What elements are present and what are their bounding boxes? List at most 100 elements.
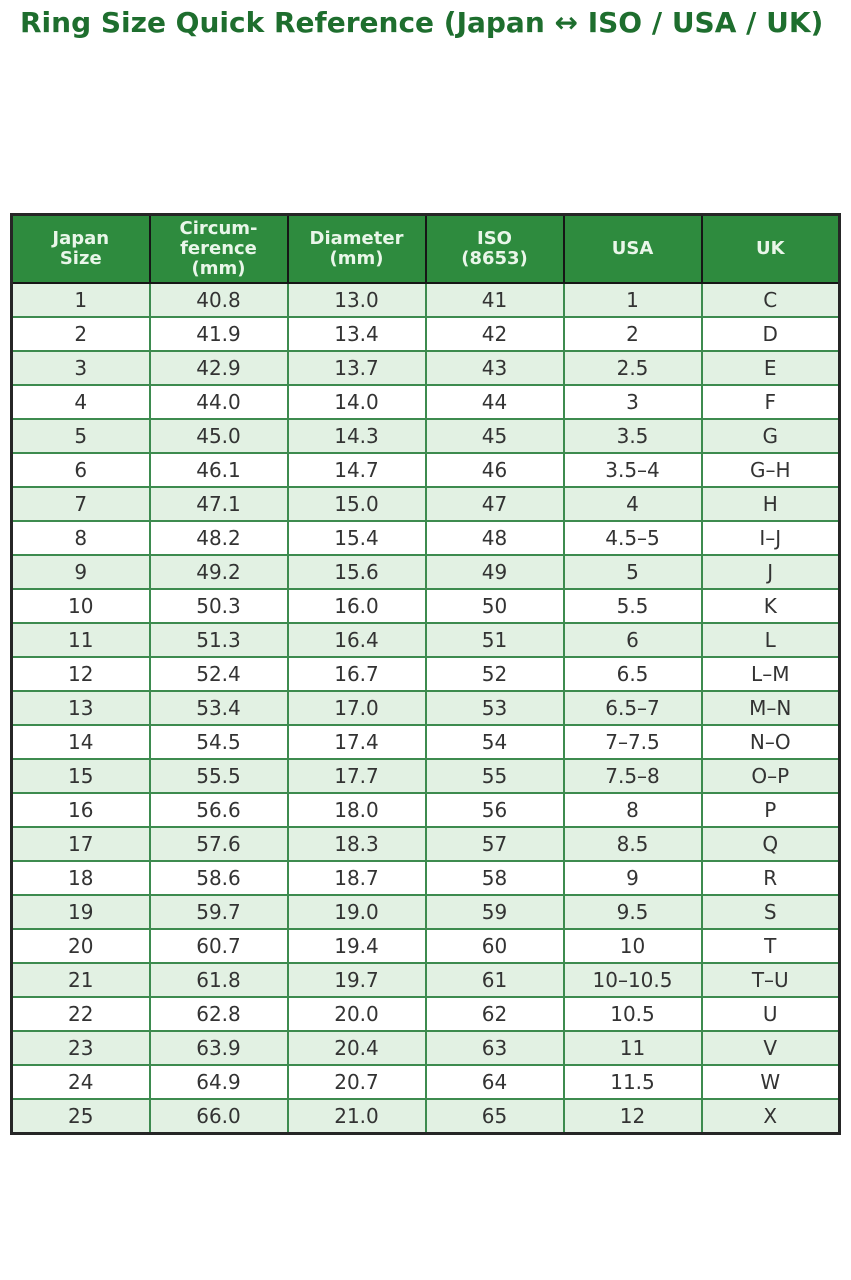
table-row: 11 51.3 16.4 51 6 L [10, 622, 841, 659]
cell-diameter-mm: 18.3 [286, 826, 427, 863]
table-row: 6 46.1 14.7 46 3.5–4 G–H [10, 452, 841, 489]
page-title: Ring Size Quick Reference (Japan ↔ ISO /… [20, 6, 824, 39]
cell-japan-size: 24 [10, 1064, 151, 1101]
cell-diameter-mm: 17.7 [286, 758, 427, 795]
table-row: 15 55.5 17.7 55 7.5–8 O–P [10, 758, 841, 795]
cell-iso-8653: 53 [424, 690, 565, 727]
cell-circumference-mm: 46.1 [148, 452, 289, 489]
cell-japan-size: 1 [10, 282, 151, 319]
cell-uk: U [700, 996, 841, 1033]
cell-circumference-mm: 55.5 [148, 758, 289, 795]
cell-uk: S [700, 894, 841, 931]
table-row: 20 60.7 19.4 60 10 T [10, 928, 841, 965]
cell-iso-8653: 46 [424, 452, 565, 489]
cell-circumference-mm: 51.3 [148, 622, 289, 659]
cell-circumference-mm: 47.1 [148, 486, 289, 523]
cell-iso-8653: 48 [424, 520, 565, 557]
cell-diameter-mm: 16.7 [286, 656, 427, 693]
cell-circumference-mm: 50.3 [148, 588, 289, 625]
cell-japan-size: 19 [10, 894, 151, 931]
cell-diameter-mm: 21.0 [286, 1098, 427, 1135]
cell-usa: 5.5 [562, 588, 703, 625]
table-row: 10 50.3 16.0 50 5.5 K [10, 588, 841, 625]
cell-diameter-mm: 13.0 [286, 282, 427, 319]
cell-uk: Q [700, 826, 841, 863]
cell-diameter-mm: 19.0 [286, 894, 427, 931]
cell-usa: 2.5 [562, 350, 703, 387]
cell-usa: 3.5–4 [562, 452, 703, 489]
cell-usa: 11.5 [562, 1064, 703, 1101]
table-row: 25 66.0 21.0 65 12 X [10, 1098, 841, 1135]
cell-iso-8653: 60 [424, 928, 565, 965]
cell-usa: 7–7.5 [562, 724, 703, 761]
cell-usa: 9.5 [562, 894, 703, 931]
table-row: 23 63.9 20.4 63 11 V [10, 1030, 841, 1067]
cell-usa: 3 [562, 384, 703, 421]
table-row: 16 56.6 18.0 56 8 P [10, 792, 841, 829]
cell-circumference-mm: 57.6 [148, 826, 289, 863]
cell-uk: T [700, 928, 841, 965]
cell-iso-8653: 65 [424, 1098, 565, 1135]
column-header-uk: UK [700, 213, 841, 285]
cell-japan-size: 17 [10, 826, 151, 863]
cell-usa: 6.5–7 [562, 690, 703, 727]
cell-usa: 4.5–5 [562, 520, 703, 557]
cell-usa: 6 [562, 622, 703, 659]
cell-diameter-mm: 18.0 [286, 792, 427, 829]
cell-uk: I–J [700, 520, 841, 557]
cell-circumference-mm: 40.8 [148, 282, 289, 319]
cell-circumference-mm: 66.0 [148, 1098, 289, 1135]
table-row: 24 64.9 20.7 64 11.5 W [10, 1064, 841, 1101]
cell-diameter-mm: 17.4 [286, 724, 427, 761]
cell-japan-size: 2 [10, 316, 151, 353]
cell-diameter-mm: 14.7 [286, 452, 427, 489]
cell-usa: 3.5 [562, 418, 703, 455]
cell-iso-8653: 59 [424, 894, 565, 931]
cell-diameter-mm: 16.0 [286, 588, 427, 625]
cell-uk: C [700, 282, 841, 319]
cell-diameter-mm: 19.4 [286, 928, 427, 965]
cell-iso-8653: 49 [424, 554, 565, 591]
cell-usa: 10 [562, 928, 703, 965]
cell-circumference-mm: 52.4 [148, 656, 289, 693]
table-row: 19 59.7 19.0 59 9.5 S [10, 894, 841, 931]
cell-japan-size: 8 [10, 520, 151, 557]
cell-circumference-mm: 60.7 [148, 928, 289, 965]
table-row: 3 42.9 13.7 43 2.5 E [10, 350, 841, 387]
cell-japan-size: 13 [10, 690, 151, 727]
column-header-usa: USA [562, 213, 703, 285]
cell-diameter-mm: 16.4 [286, 622, 427, 659]
header-row: Japan Size Circum- ference (mm) Diameter (… [10, 213, 841, 285]
cell-iso-8653: 64 [424, 1064, 565, 1101]
table-row: 18 58.6 18.7 58 9 R [10, 860, 841, 897]
cell-diameter-mm: 20.4 [286, 1030, 427, 1067]
table-row: 14 54.5 17.4 54 7–7.5 N–O [10, 724, 841, 761]
cell-diameter-mm: 14.3 [286, 418, 427, 455]
column-header-japan-size: Japan Size [10, 213, 151, 285]
cell-iso-8653: 45 [424, 418, 565, 455]
cell-japan-size: 9 [10, 554, 151, 591]
cell-iso-8653: 57 [424, 826, 565, 863]
cell-usa: 10.5 [562, 996, 703, 1033]
table-row: 17 57.6 18.3 57 8.5 Q [10, 826, 841, 863]
cell-iso-8653: 52 [424, 656, 565, 693]
cell-uk: X [700, 1098, 841, 1135]
cell-japan-size: 20 [10, 928, 151, 965]
cell-uk: M–N [700, 690, 841, 727]
cell-uk: N–O [700, 724, 841, 761]
cell-uk: O–P [700, 758, 841, 795]
cell-circumference-mm: 49.2 [148, 554, 289, 591]
cell-japan-size: 10 [10, 588, 151, 625]
cell-japan-size: 16 [10, 792, 151, 829]
cell-usa: 12 [562, 1098, 703, 1135]
cell-japan-size: 7 [10, 486, 151, 523]
cell-diameter-mm: 13.7 [286, 350, 427, 387]
cell-uk: V [700, 1030, 841, 1067]
cell-usa: 4 [562, 486, 703, 523]
cell-usa: 9 [562, 860, 703, 897]
cell-japan-size: 4 [10, 384, 151, 421]
cell-usa: 5 [562, 554, 703, 591]
cell-japan-size: 18 [10, 860, 151, 897]
cell-japan-size: 14 [10, 724, 151, 761]
cell-iso-8653: 54 [424, 724, 565, 761]
